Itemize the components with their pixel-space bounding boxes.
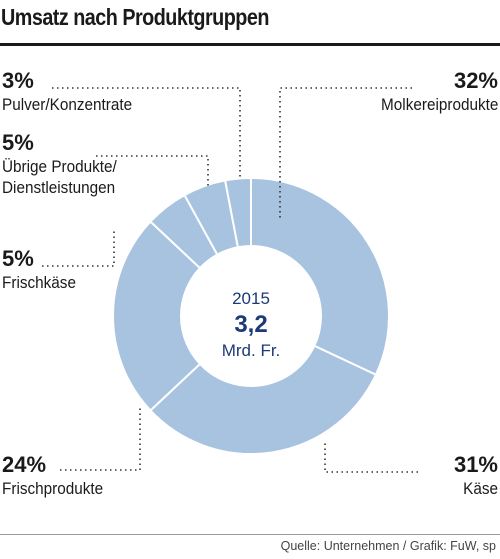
- center-unit: Mrd. Fr.: [222, 341, 281, 360]
- center-year: 2015: [232, 289, 270, 308]
- slice-percent: 32%: [453, 68, 498, 93]
- donut-slice: [223, 176, 252, 249]
- label-molkerei: 32% Molkereiprodukte: [368, 68, 498, 115]
- slice-name: Frischkäse: [2, 273, 76, 292]
- label-frischprodukte: 24% Frischprodukte: [2, 452, 114, 499]
- slice-name: Frischprodukte: [2, 479, 104, 498]
- slice-percent: 3%: [2, 68, 34, 93]
- slice-name: Molkereiprodukte: [380, 95, 498, 114]
- slice-percent: 24%: [2, 452, 47, 477]
- donut-slice: [148, 344, 378, 455]
- label-pulver: 3% Pulver/Konzentrate: [2, 68, 147, 115]
- slice-name: Käse: [463, 479, 498, 498]
- slice-percent: 31%: [453, 452, 498, 477]
- donut-chart: 2015 3,2 Mrd. Fr.: [42, 87, 418, 473]
- footer-rule: [0, 534, 500, 535]
- center-value: 3,2: [234, 311, 267, 338]
- title-rule: [0, 43, 500, 46]
- donut-slice: [112, 220, 202, 412]
- label-uebrige: 5% Übrige Produkte/ Dienstleistungen: [2, 130, 130, 198]
- donut-slice: [250, 176, 390, 377]
- slice-percent: 5%: [2, 246, 34, 271]
- source-note: Quelle: Unternehmen / Grafik: FuW, sp: [280, 539, 496, 553]
- leader-line: [324, 442, 418, 473]
- chart-title: Umsatz nach Produktgruppen: [1, 4, 269, 30]
- label-kaese: 31% Käse: [454, 452, 498, 499]
- label-frischkaese: 5% Frischkäse: [2, 246, 84, 293]
- slice-name-line1: Übrige Produkte/: [2, 157, 117, 176]
- leader-line: [60, 406, 141, 471]
- slice-name: Pulver/Konzentrate: [2, 95, 133, 114]
- slice-name-line2: Dienstleistungen: [2, 178, 116, 197]
- slice-percent: 5%: [2, 130, 34, 155]
